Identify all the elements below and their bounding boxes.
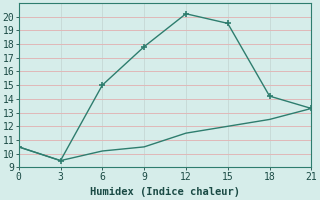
X-axis label: Humidex (Indice chaleur): Humidex (Indice chaleur): [90, 187, 240, 197]
